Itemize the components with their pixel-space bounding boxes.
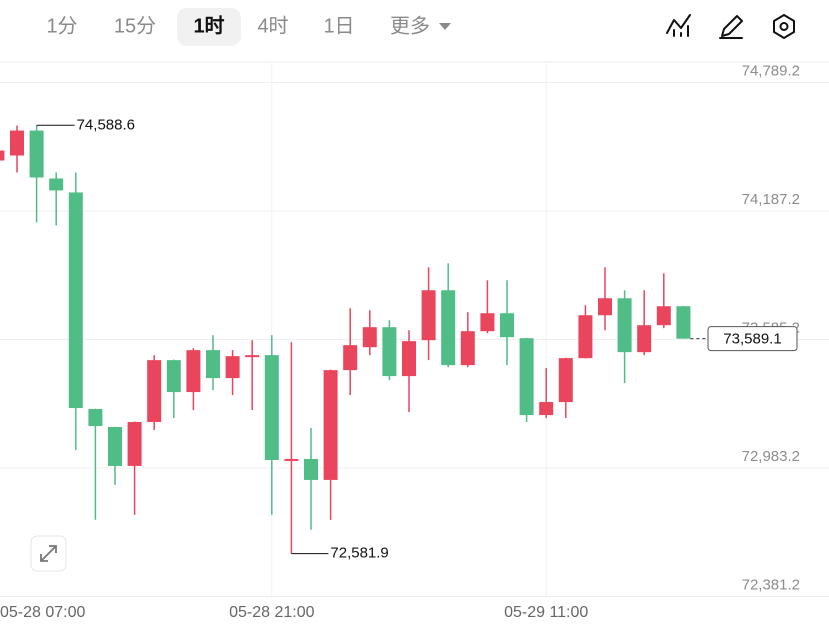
candle-body [108, 427, 122, 466]
candles [0, 125, 691, 554]
candle-body [402, 341, 416, 377]
y-tick-label: 72,983.2 [742, 448, 800, 465]
timeframe-tab[interactable]: 更多 [390, 14, 430, 37]
candle-body [578, 315, 593, 359]
active-tab-bg [177, 8, 241, 46]
indicator-icon-bars [673, 25, 689, 37]
candle-body [343, 345, 358, 371]
indicator-icon[interactable] [666, 14, 691, 34]
candle-body [519, 338, 534, 416]
timeframe-tab[interactable]: 15分 [114, 14, 156, 37]
settings-icon-dot [779, 22, 789, 31]
candle-body [617, 298, 632, 353]
candle-body [166, 360, 181, 393]
candle-body [88, 409, 103, 427]
candle-body [323, 370, 338, 480]
candle-body [0, 150, 5, 161]
candle-body [147, 360, 162, 423]
candle-body [362, 327, 377, 348]
candle-body [10, 130, 24, 156]
candle-body [304, 458, 318, 480]
toolbar: 1分 15分 1时 4时 1日 更多 [46, 8, 795, 46]
expand-icon [40, 545, 57, 562]
draw-icon[interactable] [719, 15, 743, 39]
y-tick-label: 74,789.2 [742, 62, 800, 79]
last-price-label: 73,589.1 [723, 331, 781, 348]
x-tick-label: 05-29 11:00 [504, 604, 588, 621]
candle-body [558, 358, 573, 403]
candle-body [186, 350, 201, 393]
timeframe-tab[interactable]: 4时 [257, 14, 288, 37]
settings-icon[interactable] [773, 14, 795, 39]
candle-body [382, 327, 397, 377]
expand-button[interactable] [30, 535, 67, 572]
candle-body [500, 313, 514, 338]
candle-body [68, 192, 83, 409]
candle-body [264, 355, 279, 460]
candle-body [284, 458, 299, 461]
timeframe-tab[interactable]: 1分 [46, 14, 77, 37]
x-tick-label: 05-28 07:00 [0, 604, 86, 621]
y-tick-label: 74,187.2 [742, 191, 800, 208]
max-label: 74,588.6 [77, 116, 135, 133]
candle-body [245, 355, 260, 358]
y-tick-label: 72,381.2 [742, 576, 800, 593]
timeframe-tab[interactable]: 1时 [193, 14, 224, 37]
candle-body [49, 178, 64, 191]
labels: 74,789.274,187.273,585.272,983.272,381.2… [0, 62, 800, 621]
candle-body [656, 306, 671, 326]
candle-body [127, 422, 142, 466]
candle-body [225, 356, 240, 379]
grid [0, 62, 829, 598]
candle-body [676, 306, 691, 339]
last-price-tag [707, 326, 798, 352]
candle-body [460, 331, 475, 366]
x-tick-label: 05-28 21:00 [229, 604, 315, 621]
candle-body [637, 325, 652, 353]
candle-body [29, 130, 44, 178]
candle-body [598, 298, 612, 316]
candle-body [206, 350, 220, 379]
dropdown-arrow[interactable] [439, 23, 451, 30]
min-label: 72,581.9 [330, 545, 388, 562]
candle-body [539, 402, 554, 416]
candle-body [480, 313, 495, 332]
candle-body [441, 290, 456, 366]
timeframe-tab[interactable]: 1日 [323, 15, 354, 37]
candle-body [421, 290, 436, 341]
